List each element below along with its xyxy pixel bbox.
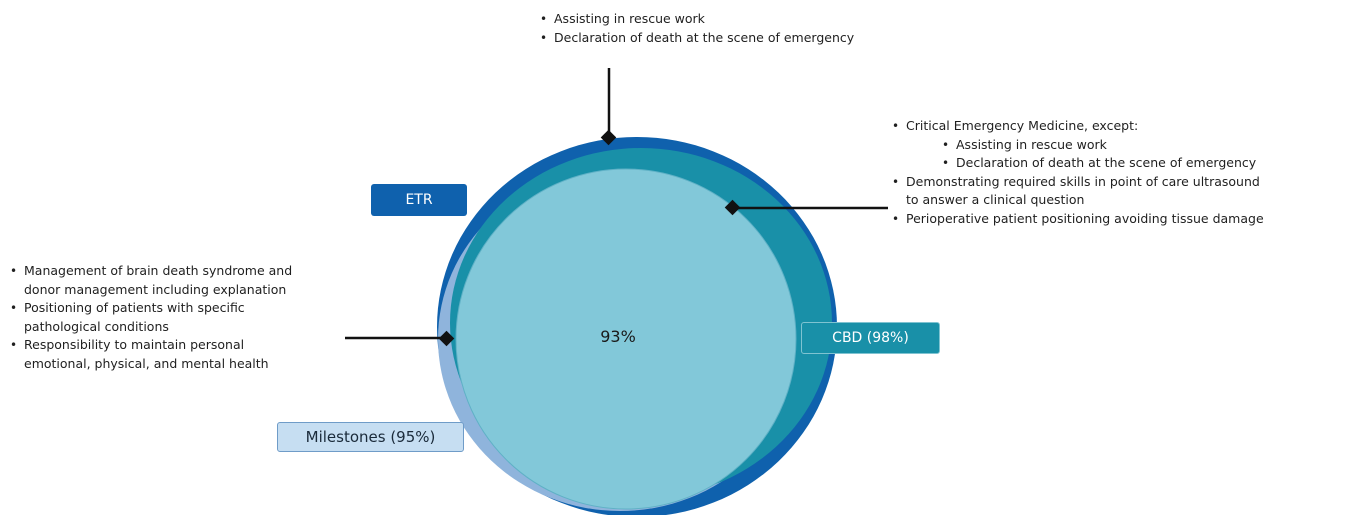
overlap-edge: [455, 168, 797, 510]
left-note-text: Positioning of patients with specific: [24, 300, 245, 315]
etr-label: ETR: [371, 184, 467, 216]
left-note-item: Responsibility to maintain personal emot…: [10, 336, 292, 373]
overlap-percentage: 93%: [600, 327, 636, 346]
left-note-text: donor management including explanation: [24, 281, 287, 297]
milestones-label: Milestones (95%): [277, 422, 464, 452]
right-note-sublist: Assisting in rescue work Declaration of …: [906, 136, 1264, 173]
right-note-text: to answer a clinical question: [906, 192, 1085, 207]
right-note-item: Critical Emergency Medicine, except: Ass…: [892, 117, 1264, 173]
right-note-item: Demonstrating required skills in point o…: [892, 173, 1264, 210]
left-note-item: Positioning of patients with specific pa…: [10, 299, 292, 336]
right-note-text: Demonstrating required skills in point o…: [906, 173, 1260, 189]
top-note-item: Assisting in rescue work: [540, 10, 854, 29]
overlap-circle: [456, 169, 796, 509]
right-note-subitem: Assisting in rescue work: [942, 136, 1264, 155]
left-note-text: emotional, physical, and mental health: [24, 355, 269, 371]
right-pointer-marker: [724, 199, 741, 216]
right-note-subitem: Declaration of death at the scene of eme…: [942, 154, 1264, 173]
cbd-label: CBD (98%): [801, 322, 940, 354]
top-note-item: Declaration of death at the scene of eme…: [540, 29, 854, 48]
left-note-text: Management of brain death syndrome and: [24, 263, 293, 278]
right-notes: Critical Emergency Medicine, except: Ass…: [892, 117, 1264, 228]
right-note-text: Critical Emergency Medicine, except:: [906, 118, 1139, 133]
left-note-text: Responsibility to maintain personal: [24, 337, 245, 352]
left-note-item: Management of brain death syndrome and d…: [10, 262, 292, 299]
left-note-text: pathological conditions: [24, 318, 169, 334]
right-note-item: Perioperative patient positioning avoidi…: [892, 210, 1264, 229]
left-notes: Management of brain death syndrome and d…: [10, 262, 292, 373]
top-notes: Assisting in rescue work Declaration of …: [540, 10, 854, 47]
top-pointer-marker: [600, 129, 617, 146]
